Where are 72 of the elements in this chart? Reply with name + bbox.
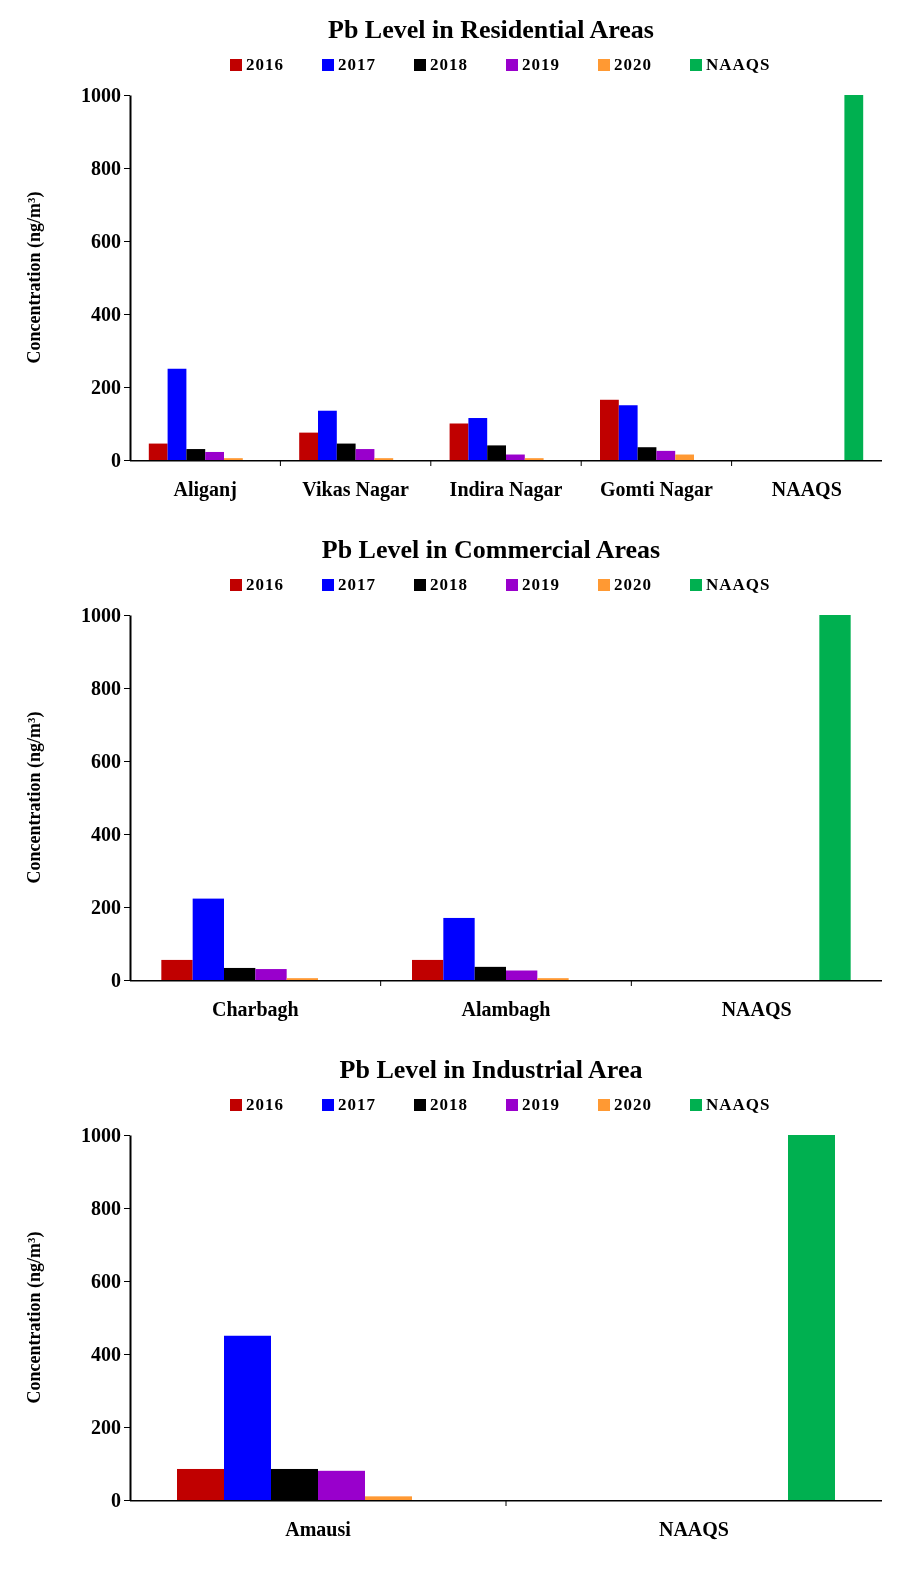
bar bbox=[506, 970, 538, 980]
y-tick-label: 0 bbox=[111, 968, 121, 991]
y-axis-title: Concentration (ng/m³) bbox=[24, 1231, 45, 1404]
y-tick-label: 1000 bbox=[81, 603, 121, 626]
bar bbox=[506, 454, 525, 460]
y-tick-label: 0 bbox=[111, 1488, 121, 1511]
legend-label: 2017 bbox=[338, 55, 376, 74]
legend-label: 2018 bbox=[430, 1095, 468, 1114]
legend-label: NAAQS bbox=[706, 575, 771, 594]
bar bbox=[161, 959, 193, 980]
x-tick-label: NAAQS bbox=[771, 478, 842, 500]
y-tick-label: 600 bbox=[91, 229, 121, 252]
bar bbox=[318, 410, 337, 460]
bar bbox=[600, 399, 619, 460]
y-tick-label: 1000 bbox=[81, 1123, 121, 1146]
bar bbox=[656, 450, 676, 460]
legend-label: 2018 bbox=[430, 55, 468, 74]
y-tick-label: 200 bbox=[91, 895, 121, 918]
legend-label: 2016 bbox=[246, 575, 284, 594]
y-tick-label: 800 bbox=[91, 1196, 121, 1219]
bar bbox=[205, 451, 224, 460]
bar bbox=[618, 405, 638, 460]
bar bbox=[355, 449, 375, 460]
y-tick-label: 1000 bbox=[81, 83, 121, 106]
bar bbox=[819, 615, 851, 980]
bar bbox=[299, 432, 318, 460]
y-tick-label: 0 bbox=[111, 448, 121, 471]
chart-title: Pb Level in Residential Areas bbox=[328, 15, 654, 44]
bar bbox=[167, 368, 187, 460]
legend-label: 2020 bbox=[614, 575, 652, 594]
x-tick-label: Alambagh bbox=[461, 998, 551, 1021]
x-tick-label: NAAQS bbox=[721, 998, 792, 1020]
legend-label: 2019 bbox=[522, 575, 560, 594]
bar bbox=[192, 898, 224, 980]
legend-label: NAAQS bbox=[706, 1095, 771, 1114]
chart-title: Pb Level in Industrial Area bbox=[339, 1055, 643, 1084]
legend-label: 2019 bbox=[522, 1095, 560, 1114]
chart-title: Pb Level in Commercial Areas bbox=[321, 535, 661, 564]
bar bbox=[412, 959, 444, 980]
y-tick-label: 400 bbox=[91, 822, 121, 845]
bar bbox=[468, 418, 488, 460]
x-tick-label: Amausi bbox=[285, 1518, 352, 1540]
x-tick-label: Vikas Nagar bbox=[302, 478, 409, 501]
legend-label: 2020 bbox=[614, 1095, 652, 1114]
x-tick-label: Charbagh bbox=[211, 998, 299, 1021]
bar bbox=[449, 423, 469, 460]
legend-label: 2018 bbox=[430, 575, 468, 594]
legend-label: 2016 bbox=[246, 1095, 284, 1114]
bar bbox=[443, 917, 475, 980]
y-axis-title: Concentration (ng/m³) bbox=[24, 711, 45, 884]
legend-label: 2017 bbox=[338, 1095, 376, 1114]
x-tick-label: Gomti Nagar bbox=[600, 478, 713, 501]
y-tick-label: 800 bbox=[91, 156, 121, 179]
y-tick-label: 600 bbox=[91, 1269, 121, 1292]
bar bbox=[255, 969, 287, 980]
y-axis-title: Concentration (ng/m³) bbox=[24, 191, 45, 364]
legend-label: 2016 bbox=[246, 55, 284, 74]
y-tick-label: 600 bbox=[91, 749, 121, 772]
legend-label: 2019 bbox=[522, 55, 560, 74]
bar bbox=[844, 95, 864, 460]
y-tick-label: 200 bbox=[91, 1415, 121, 1438]
y-tick-label: 400 bbox=[91, 302, 121, 325]
legend-label: NAAQS bbox=[706, 55, 771, 74]
y-tick-label: 200 bbox=[91, 375, 121, 398]
legend-label: 2020 bbox=[614, 55, 652, 74]
y-tick-label: 800 bbox=[91, 676, 121, 699]
bar bbox=[675, 454, 694, 460]
y-tick-label: 400 bbox=[91, 1342, 121, 1365]
x-tick-label: Indira Nagar bbox=[449, 478, 563, 501]
x-tick-label: Aliganj bbox=[173, 478, 237, 501]
bar bbox=[148, 443, 168, 460]
legend-label: 2017 bbox=[338, 575, 376, 594]
